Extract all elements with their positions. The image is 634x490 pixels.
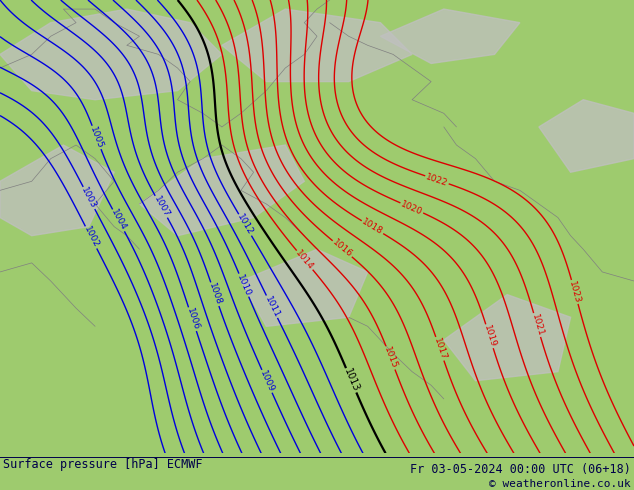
- Text: 1013: 1013: [342, 367, 361, 393]
- Text: 1009: 1009: [258, 369, 276, 393]
- Text: 1023: 1023: [567, 280, 582, 304]
- Text: © weatheronline.co.uk: © weatheronline.co.uk: [489, 479, 631, 489]
- Text: 1017: 1017: [432, 337, 448, 361]
- Text: 1005: 1005: [88, 125, 105, 150]
- Polygon shape: [380, 9, 520, 63]
- Text: 1010: 1010: [235, 273, 252, 297]
- Polygon shape: [444, 294, 571, 381]
- Text: 1012: 1012: [235, 213, 255, 237]
- Polygon shape: [539, 100, 634, 172]
- Text: Surface pressure [hPa] ECMWF: Surface pressure [hPa] ECMWF: [3, 458, 203, 470]
- Text: 1014: 1014: [294, 248, 316, 272]
- Text: 1015: 1015: [382, 345, 399, 370]
- Text: 1002: 1002: [82, 225, 100, 249]
- Polygon shape: [0, 9, 222, 100]
- Polygon shape: [222, 9, 412, 81]
- Text: 1007: 1007: [152, 195, 171, 219]
- Text: 1018: 1018: [360, 218, 385, 237]
- Polygon shape: [241, 249, 368, 326]
- Text: 1006: 1006: [184, 307, 200, 332]
- Text: 1016: 1016: [330, 238, 354, 260]
- Polygon shape: [0, 145, 114, 236]
- Text: 1019: 1019: [482, 324, 497, 348]
- Text: 1008: 1008: [207, 282, 223, 307]
- Text: 1011: 1011: [263, 294, 281, 319]
- Text: 1003: 1003: [80, 186, 98, 210]
- Text: 1020: 1020: [399, 199, 424, 217]
- Polygon shape: [139, 145, 304, 236]
- Text: Fr 03-05-2024 00:00 UTC (06+18): Fr 03-05-2024 00:00 UTC (06+18): [410, 463, 631, 476]
- Text: 1022: 1022: [425, 172, 449, 188]
- Text: 1004: 1004: [109, 208, 128, 233]
- Text: 1021: 1021: [529, 313, 545, 337]
